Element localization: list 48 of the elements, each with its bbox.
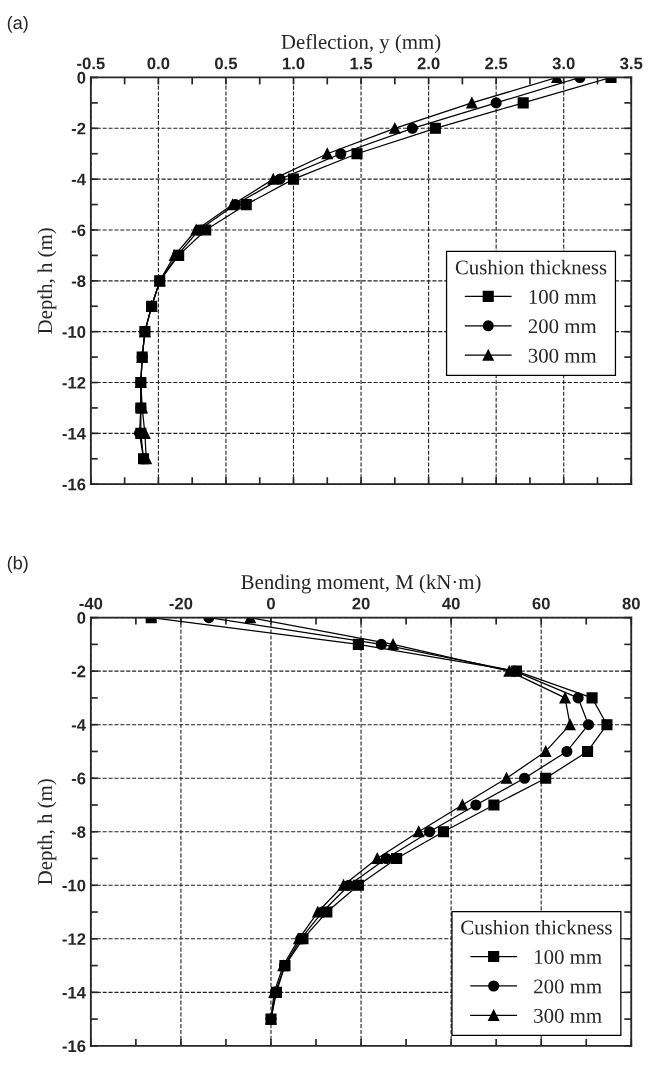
legend-label: 100 mm — [535, 949, 602, 965]
legend-label: 300 mm — [528, 348, 597, 363]
legend-label: 200 mm — [534, 979, 602, 994]
x-tick-label: 0.5 — [215, 57, 238, 70]
y-tick-label: -4 — [71, 173, 86, 186]
legend-label: 300 mm — [534, 1008, 602, 1023]
legend-title: Cushion thickness — [455, 259, 607, 275]
text: (b) — [7, 556, 28, 573]
x-tick-label: 2.0 — [417, 57, 440, 70]
x-tick-label: 40 — [442, 597, 460, 610]
y-tick-label: -2 — [71, 665, 86, 678]
x-axis-title: Deflection, y (mm) — [281, 34, 441, 54]
y-tick-label: -12 — [62, 933, 86, 945]
y-tick-label: -12 — [62, 376, 86, 389]
y-axis-title: Depth, h (m) — [37, 228, 57, 334]
y-axis-title: Depth, h (m) — [37, 779, 57, 885]
y-tick-label: -8 — [71, 275, 86, 288]
y-tick-label: -16 — [62, 478, 86, 491]
y-tick-label: 0 — [77, 71, 86, 84]
legend-label: 100 mm — [529, 289, 597, 304]
x-tick-label: 60 — [532, 597, 550, 610]
y-tick-label: -4 — [71, 719, 86, 731]
x-tick-label: 2.5 — [485, 57, 508, 70]
y-tick-label: -14 — [62, 986, 86, 999]
x-tick-label: -0.5 — [77, 57, 105, 70]
y-tick-label: -2 — [71, 122, 86, 135]
y-tick-label: -10 — [62, 326, 86, 338]
x-tick-label: 20 — [352, 597, 370, 610]
x-tick-label: 80 — [622, 597, 640, 610]
y-tick-label: -8 — [71, 826, 86, 838]
legend-label: 200 mm — [528, 319, 597, 334]
y-tick-label: -16 — [62, 1040, 86, 1053]
legend-title: Cushion thickness — [461, 919, 612, 935]
x-tick-label: 3.0 — [552, 57, 575, 70]
x-tick-label: 0 — [267, 597, 275, 610]
x-tick-label: 3.5 — [620, 57, 643, 70]
y-tick-label: -6 — [71, 224, 86, 237]
y-tick-label: -6 — [71, 772, 86, 785]
y-tick-label: -14 — [62, 427, 86, 440]
x-axis-title: Bending moment, M (kN·m) — [241, 574, 481, 594]
x-tick-label: 1.0 — [282, 57, 305, 70]
x-tick-label: 0.0 — [147, 57, 170, 70]
y-tick-label: 0 — [77, 612, 86, 624]
text: (a) — [7, 15, 28, 33]
x-tick-label: 1.5 — [350, 57, 373, 70]
x-tick-label: -40 — [79, 597, 103, 610]
y-tick-label: -10 — [62, 879, 86, 892]
x-tick-label: -20 — [169, 597, 193, 610]
